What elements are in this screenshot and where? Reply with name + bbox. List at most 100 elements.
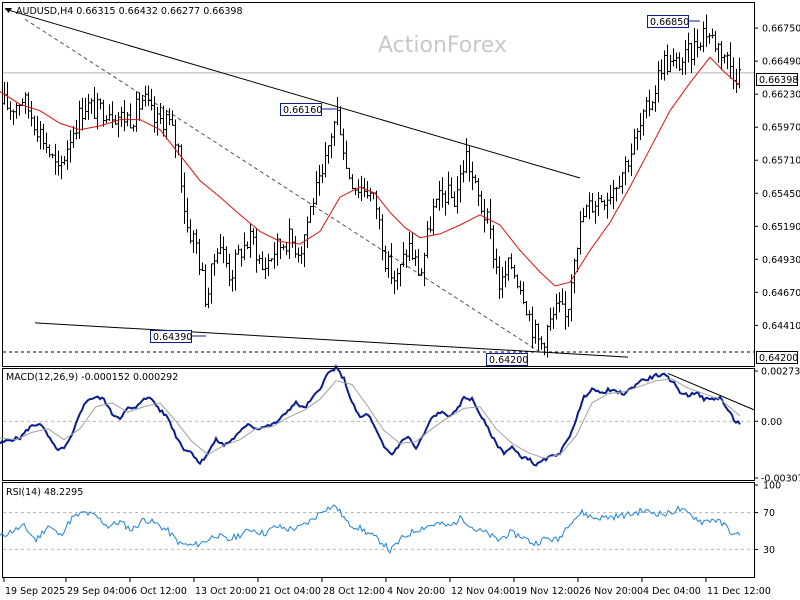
price-bar xyxy=(219,234,222,255)
price-bar xyxy=(567,308,570,327)
price-bar xyxy=(636,128,639,151)
price-bar xyxy=(141,95,144,110)
price-bar xyxy=(159,103,162,125)
price-bar xyxy=(225,246,228,268)
price-bar xyxy=(339,106,342,136)
price-bar xyxy=(27,92,30,119)
price-bar xyxy=(474,174,477,184)
price-tick-label-6: 0.65190 xyxy=(762,222,800,233)
support-price-text: 0.64200 xyxy=(759,353,798,364)
price-bar xyxy=(300,246,303,264)
rsi-tick-label-2: 30 xyxy=(763,545,775,556)
price-bar xyxy=(267,253,270,277)
price-bar xyxy=(96,92,99,130)
price-bar xyxy=(384,245,387,272)
price-bar xyxy=(663,50,666,81)
price-bar xyxy=(123,100,126,132)
price-bar xyxy=(558,292,561,313)
price-bar xyxy=(564,291,567,330)
price-bar xyxy=(588,192,591,220)
price-bar xyxy=(489,198,492,240)
price-bar xyxy=(465,138,468,174)
price-bar xyxy=(648,89,651,117)
time-tick-label-11: 11 Dec 12:00 xyxy=(707,586,771,597)
annotation-high-2: 0.66160 xyxy=(280,103,338,116)
price-bar xyxy=(117,112,120,138)
price-bar xyxy=(432,198,435,235)
price-bar xyxy=(654,85,657,112)
price-bar xyxy=(705,14,708,47)
price-bar xyxy=(321,163,324,184)
price-bar xyxy=(297,247,300,263)
price-bar xyxy=(531,306,534,349)
price-bar xyxy=(450,177,453,199)
price-bar xyxy=(12,109,15,125)
price-bar xyxy=(255,228,258,273)
macd-trendline xyxy=(667,372,756,411)
macd-lines xyxy=(0,364,756,467)
price-bar xyxy=(246,241,249,250)
price-bar xyxy=(441,177,444,208)
price-bar xyxy=(171,110,174,126)
price-bar xyxy=(423,252,426,287)
price-bar xyxy=(351,174,354,190)
price-bar xyxy=(312,197,315,216)
rsi-pane-frame xyxy=(2,482,755,578)
price-bar xyxy=(726,52,729,70)
price-bar xyxy=(486,208,489,224)
price-bar xyxy=(162,105,165,137)
price-bar xyxy=(369,187,372,202)
price-bar xyxy=(69,129,72,163)
price-bar xyxy=(720,41,723,71)
price-bar xyxy=(582,207,585,223)
price-bar xyxy=(264,257,267,280)
price-bar xyxy=(198,238,201,275)
price-bar xyxy=(519,280,522,295)
price-trendline-1 xyxy=(34,322,629,358)
annotation-high-2-box xyxy=(280,103,322,116)
price-bar xyxy=(363,178,366,198)
price-bar xyxy=(495,248,498,275)
price-bar xyxy=(75,119,78,140)
price-bar xyxy=(651,101,654,111)
price-bar xyxy=(429,216,432,233)
price-bar xyxy=(111,101,114,128)
price-bar xyxy=(84,97,87,121)
price-bar xyxy=(507,257,510,281)
price-bar xyxy=(195,229,198,254)
price-trendline-0 xyxy=(4,8,581,179)
annotation-low-2: 0.64200 xyxy=(486,353,528,366)
price-bar xyxy=(39,121,42,150)
time-tick-label-7: 12 Nov 04:00 xyxy=(451,586,515,597)
price-bar xyxy=(270,258,273,262)
price-bar xyxy=(258,254,261,264)
price-bar xyxy=(234,249,237,291)
price-bar xyxy=(471,161,474,191)
price-bar xyxy=(597,191,600,217)
price-bar xyxy=(615,186,618,202)
price-bar xyxy=(132,124,135,132)
rsi-tick-label-1: 70 xyxy=(763,508,775,519)
price-tick-label-9: 0.64410 xyxy=(762,321,800,332)
price-bar xyxy=(516,274,519,289)
rsi-axis: 100 70 30 xyxy=(754,481,781,556)
price-bar xyxy=(627,159,630,173)
annotation-high-2-text: 0.66160 xyxy=(283,105,322,116)
price-axis: 0.66750 0.66490 0.66230 0.65970 0.65710 0.654… xyxy=(754,24,800,332)
price-bar xyxy=(30,100,33,127)
price-bar xyxy=(240,248,243,267)
price-bar xyxy=(591,192,594,213)
price-bar xyxy=(399,264,402,287)
rsi-line xyxy=(0,504,741,554)
price-bar xyxy=(273,242,276,269)
price-bar xyxy=(138,92,141,121)
price-trendlines xyxy=(4,8,629,358)
price-bar xyxy=(435,198,438,208)
price-bar xyxy=(357,179,360,199)
price-bar xyxy=(504,260,507,288)
time-tick-label-10: 4 Dec 04:00 xyxy=(643,586,701,597)
price-bar xyxy=(87,93,90,120)
price-tick-label-4: 0.65710 xyxy=(762,156,800,167)
price-bar xyxy=(33,115,36,136)
